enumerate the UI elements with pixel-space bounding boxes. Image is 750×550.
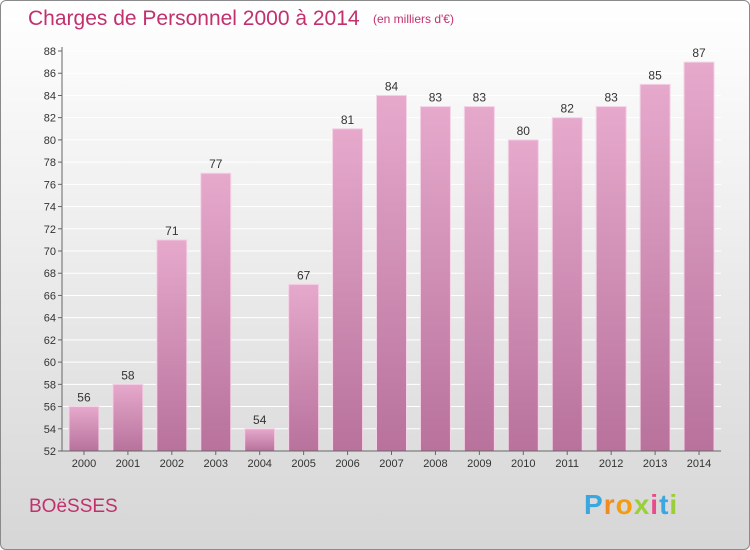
value-label-2000: 56 [77,391,91,405]
y-tick-label: 60 [44,357,56,369]
y-tick-label: 88 [44,46,56,58]
y-tick-label: 68 [44,268,56,280]
value-label-2011: 82 [561,102,575,116]
x-tick-label-2000: 2000 [72,458,96,470]
bar-2007 [376,94,407,452]
y-tick-label: 66 [44,290,56,302]
x-tick-label-2008: 2008 [423,458,447,470]
logo-letter: i [669,489,679,520]
logo-letter: P [584,489,604,520]
x-tick-label-2010: 2010 [511,458,535,470]
y-tick-label: 70 [44,246,56,258]
proxiti-logo: Proxiti [584,489,678,521]
value-label-2009: 83 [473,91,487,105]
x-tick-label-2014: 2014 [687,458,711,470]
bar-2005 [288,283,320,452]
bar-2011 [551,117,583,452]
x-tick-label-2011: 2011 [555,458,579,470]
logo-letter: i [650,489,660,520]
y-tick-label: 54 [44,424,56,436]
y-tick-label: 52 [44,446,56,458]
value-label-2008: 83 [429,91,443,105]
bar-2014 [683,61,715,452]
x-tick-label-2005: 2005 [291,458,315,470]
y-tick-label: 86 [44,68,56,80]
value-label-2007: 84 [385,79,399,93]
y-tick-label: 56 [44,402,56,414]
bar-2003 [200,172,232,452]
x-tick-label-2002: 2002 [160,458,184,470]
bar-2008 [419,106,451,452]
town-name: BOëSSES [29,496,118,517]
labels: 52 54 56 58 60 62 64 66 68 70 72 74 76 78 80 82 84 86 88 56… [44,46,712,470]
y-tick-label: 62 [44,335,56,347]
x-tick-label-2001: 2001 [116,458,140,470]
axes [58,47,721,455]
y-tick-label: 82 [44,113,56,125]
bar-2013 [639,83,671,452]
value-label-2001: 58 [121,368,135,382]
logo-letter: r [603,489,616,520]
chart-title: Charges de Personnel 2000 à 2014 [28,7,360,30]
bar-2001 [112,383,144,452]
value-label-2002: 71 [165,224,179,238]
x-tick-label-2013: 2013 [643,458,667,470]
logo-letter: t [659,489,670,520]
x-tick-label-2007: 2007 [379,458,403,470]
y-tick-label: 74 [44,202,56,214]
bars [68,61,715,452]
y-tick-label: 72 [44,224,56,236]
bar-2000 [68,406,100,452]
bar-2006 [332,128,364,452]
bar-2010 [507,139,539,452]
bar-2004 [244,428,276,452]
bar-2012 [595,106,627,452]
chart-subtitle: (en milliers d'€) [373,12,454,26]
x-tick-label-2004: 2004 [247,458,271,470]
value-label-2013: 85 [648,68,662,82]
bar-2002 [156,239,188,452]
value-label-2004: 54 [253,413,267,427]
logo-letter: x [633,489,651,520]
bar-2009 [463,106,495,452]
value-label-2003: 77 [209,157,223,171]
x-tick-label-2003: 2003 [204,458,228,470]
x-tick-label-2009: 2009 [467,458,491,470]
value-label-2010: 80 [517,124,531,138]
logo-letter: o [615,489,634,520]
y-tick-label: 58 [44,379,56,391]
y-tick-label: 80 [44,135,56,147]
value-label-2006: 81 [341,113,355,127]
x-tick-label-2006: 2006 [335,458,359,470]
y-tick-label: 76 [44,179,56,191]
value-label-2014: 87 [692,46,706,60]
value-label-2012: 83 [604,91,618,105]
y-tick-label: 64 [44,313,56,325]
x-tick-label-2012: 2012 [599,458,623,470]
value-label-2005: 67 [297,268,311,282]
y-tick-label: 84 [44,90,56,102]
y-tick-label: 78 [44,157,56,169]
